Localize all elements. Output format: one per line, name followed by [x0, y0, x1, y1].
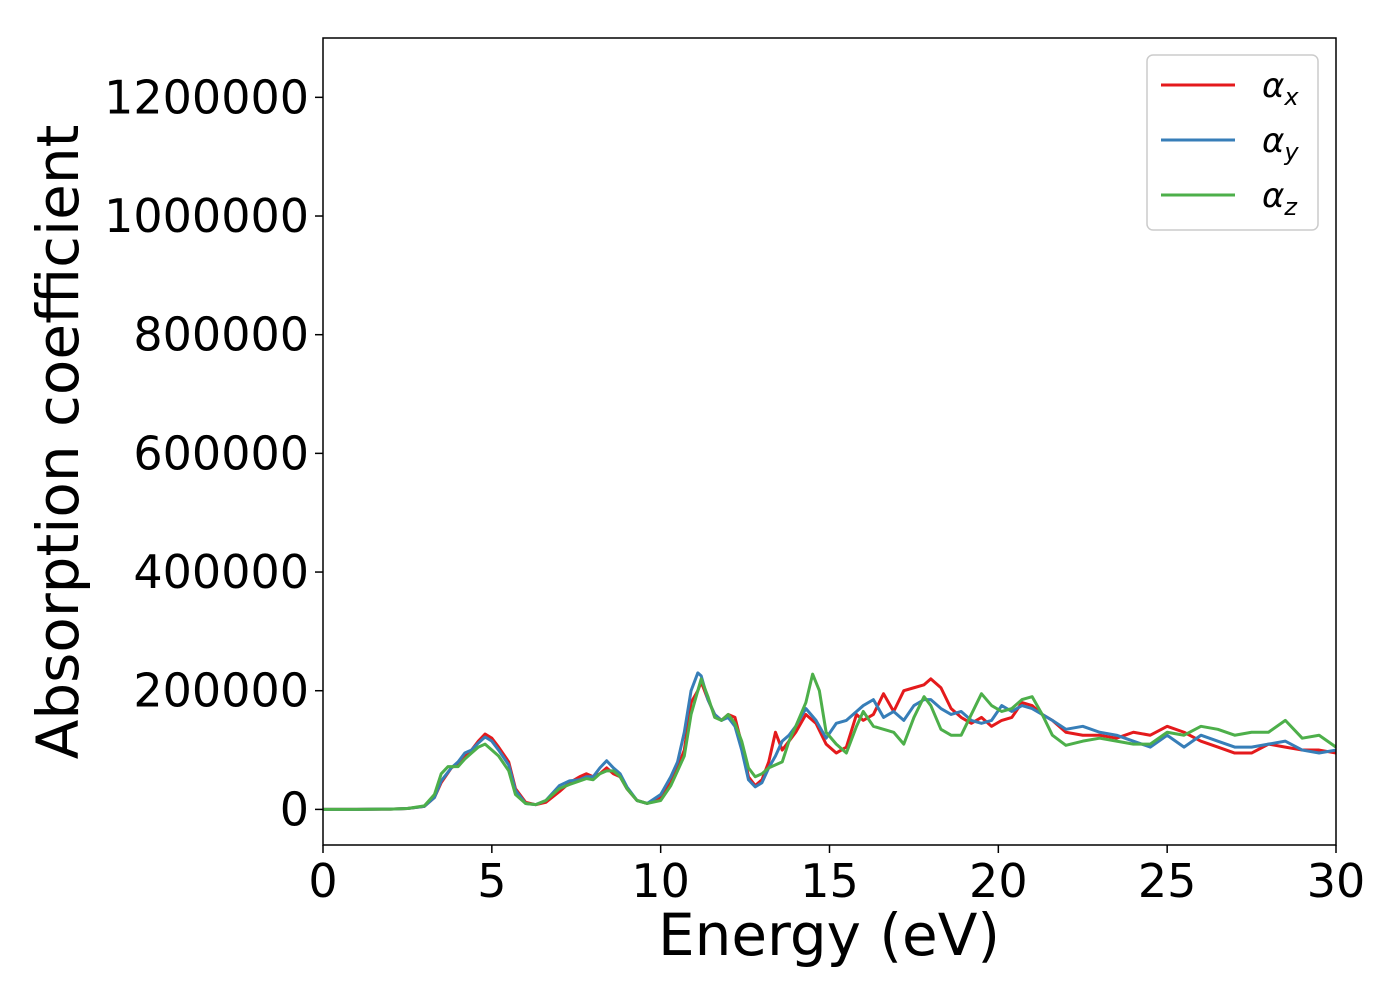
x-tick-label: 15 — [800, 854, 859, 908]
x-tick-label: 25 — [1138, 854, 1197, 908]
series-line-z — [323, 672, 1336, 811]
y-tick-label: 400000 — [133, 545, 309, 599]
plot-area — [323, 671, 1336, 811]
x-axis-title: Energy (eV) — [658, 901, 1000, 969]
x-tick-label: 20 — [969, 854, 1028, 908]
series-line-x — [323, 677, 1336, 811]
x-tick-label: 0 — [308, 854, 337, 908]
legend-label-z: αz — [1262, 176, 1298, 221]
y-tick-label: 1200000 — [104, 70, 309, 124]
legend-box — [1146, 54, 1319, 231]
series-line-y — [323, 671, 1336, 811]
legend-label-x: αx — [1262, 66, 1299, 111]
x-tick-label: 30 — [1307, 854, 1366, 908]
axes: 0 5 10 15 20 25 30 0 200000 400000 600000 800000 100… — [104, 37, 1366, 908]
y-axis-title: Absorption coefficient — [24, 125, 92, 760]
y-tick-label: 200000 — [133, 664, 309, 718]
x-tick-label: 5 — [477, 854, 506, 908]
y-tick-label: 800000 — [133, 308, 309, 362]
y-tick-label: 600000 — [133, 426, 309, 480]
legend-label-y: αy — [1262, 121, 1299, 166]
y-tick-label: 1000000 — [104, 189, 309, 243]
legend: αx αy αz — [1146, 54, 1319, 231]
x-tick-label: 10 — [631, 854, 690, 908]
y-tick-label: 0 — [280, 782, 309, 836]
